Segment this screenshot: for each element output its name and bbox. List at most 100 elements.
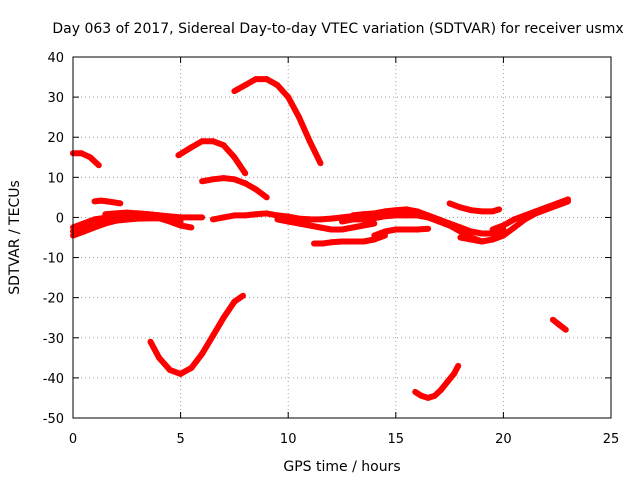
data-point bbox=[188, 144, 195, 151]
data-point bbox=[147, 338, 154, 345]
data-point bbox=[80, 228, 87, 235]
data-point bbox=[123, 209, 130, 216]
data-point bbox=[285, 213, 292, 220]
data-point bbox=[296, 114, 302, 121]
y-tick-label: -10 bbox=[43, 252, 64, 267]
data-point bbox=[199, 214, 206, 221]
data-point bbox=[220, 175, 227, 182]
data-point bbox=[549, 316, 556, 323]
data-point bbox=[188, 224, 195, 231]
data-point bbox=[317, 216, 324, 223]
y-axis-label: SDTVAR / TECUs bbox=[7, 180, 23, 295]
data-point bbox=[296, 215, 302, 222]
series-arc-07 bbox=[147, 293, 245, 377]
series-arc-01 bbox=[73, 150, 101, 168]
data-point bbox=[438, 386, 444, 393]
data-point bbox=[98, 197, 104, 204]
y-tick-label: 20 bbox=[47, 131, 64, 146]
data-point bbox=[306, 138, 313, 145]
data-point bbox=[177, 218, 184, 225]
data-point bbox=[274, 216, 281, 223]
data-point bbox=[317, 160, 324, 167]
data-point bbox=[418, 392, 425, 399]
data-point bbox=[199, 350, 206, 357]
plot-frame bbox=[72, 56, 612, 419]
data-point bbox=[414, 208, 421, 215]
data-point bbox=[403, 206, 410, 213]
data-point bbox=[78, 150, 85, 157]
data-point bbox=[306, 216, 313, 223]
data-point bbox=[554, 200, 561, 207]
data-point bbox=[274, 82, 281, 89]
data-point bbox=[511, 224, 518, 231]
x-axis-label: GPS time / hours bbox=[283, 459, 400, 475]
data-point bbox=[431, 392, 438, 399]
y-tick-label: -20 bbox=[43, 292, 64, 307]
data-point bbox=[199, 138, 206, 145]
data-point bbox=[371, 210, 378, 217]
chart-title: Day 063 of 2017, Sidereal Day-to-day VTE… bbox=[52, 21, 623, 37]
series-arc-04 bbox=[71, 215, 192, 239]
data-point bbox=[339, 218, 345, 225]
y-tick-label: -40 bbox=[43, 372, 64, 387]
data-point bbox=[231, 88, 238, 95]
data-point bbox=[489, 208, 496, 215]
data-point bbox=[252, 211, 259, 218]
data-point bbox=[87, 154, 94, 161]
x-tick-label: 25 bbox=[603, 432, 620, 447]
data-point bbox=[371, 215, 378, 222]
data-point bbox=[220, 142, 227, 149]
data-point bbox=[263, 76, 270, 83]
data-point bbox=[360, 222, 367, 229]
data-point bbox=[392, 212, 399, 219]
data-point bbox=[500, 232, 507, 239]
x-tick-label: 20 bbox=[495, 432, 512, 447]
x-tick-label: 0 bbox=[69, 432, 77, 447]
ticks: 0 5 10 15 20 25 -50 -40 -30 -20 -10 0 10 20 30 40 bbox=[43, 51, 620, 447]
grid bbox=[73, 57, 611, 418]
data-point bbox=[425, 212, 432, 219]
data-point bbox=[209, 332, 216, 339]
data-point bbox=[311, 240, 317, 247]
data-point bbox=[403, 226, 410, 233]
data-point bbox=[457, 204, 464, 211]
data-point bbox=[412, 388, 419, 395]
y-tick-label: 40 bbox=[47, 51, 64, 66]
data-point bbox=[511, 216, 518, 223]
data-point bbox=[403, 212, 410, 219]
data-point bbox=[102, 211, 109, 218]
data-point bbox=[263, 210, 270, 217]
data-point bbox=[319, 240, 326, 247]
x-tick-label: 10 bbox=[280, 432, 297, 447]
data-point bbox=[145, 211, 152, 218]
data-point bbox=[478, 230, 485, 237]
data-point bbox=[177, 370, 184, 377]
data-point bbox=[360, 238, 367, 245]
data-point bbox=[468, 236, 475, 243]
data-point bbox=[296, 220, 302, 227]
data-point bbox=[175, 152, 182, 159]
data-point bbox=[134, 210, 141, 217]
data-point bbox=[360, 211, 367, 218]
data-point bbox=[349, 212, 356, 219]
data-point bbox=[166, 366, 173, 373]
data-point bbox=[489, 226, 496, 233]
series-arc-10 bbox=[232, 76, 324, 165]
data-point bbox=[532, 208, 539, 215]
data-point bbox=[285, 218, 292, 225]
data-point bbox=[242, 212, 249, 219]
data-point bbox=[104, 198, 111, 205]
data-point bbox=[468, 207, 475, 214]
data-point bbox=[450, 370, 457, 377]
data-point bbox=[339, 226, 345, 233]
data-point bbox=[444, 378, 451, 385]
data-point bbox=[156, 354, 163, 361]
data-point bbox=[425, 225, 432, 232]
y-tick-label: -30 bbox=[43, 332, 64, 347]
data-point bbox=[240, 292, 246, 299]
data-point bbox=[209, 216, 216, 223]
data-point bbox=[425, 394, 432, 401]
x-tick-label: 15 bbox=[388, 432, 405, 447]
data-point bbox=[80, 220, 87, 227]
